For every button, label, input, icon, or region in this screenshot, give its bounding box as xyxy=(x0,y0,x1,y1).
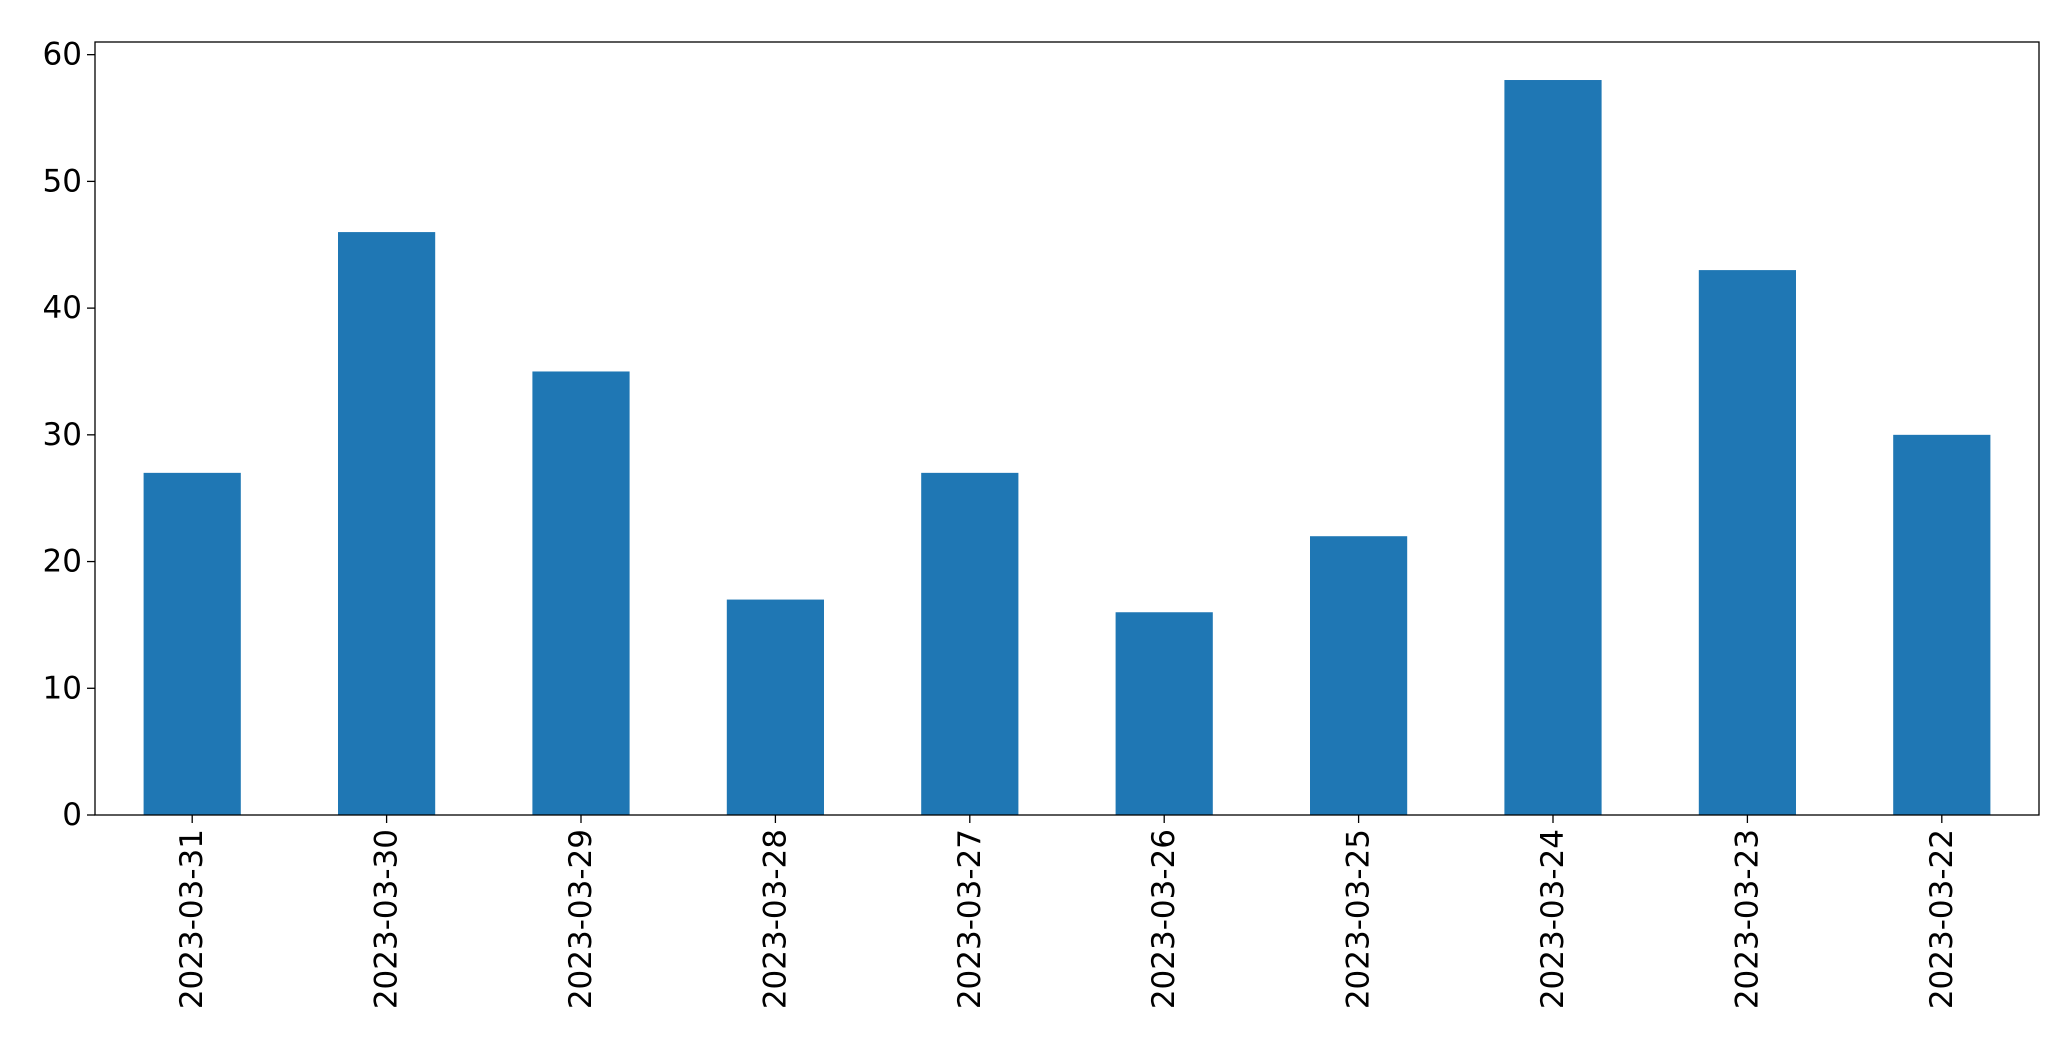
x-tick-label-2023-03-24: 2023-03-24 xyxy=(1535,829,1571,1009)
x-tick-label-2023-03-26: 2023-03-26 xyxy=(1146,829,1182,1009)
x-tick-label-2023-03-27: 2023-03-27 xyxy=(952,829,988,1009)
x-axis: 2023-03-31 2023-03-30 2023-03-29 2023-03-28… xyxy=(174,815,1960,1009)
x-tick-label-2023-03-30: 2023-03-30 xyxy=(369,829,405,1009)
y-tick-label: 0 xyxy=(62,797,82,833)
y-tick-label: 60 xyxy=(43,37,82,73)
bar-2023-03-31 xyxy=(143,472,241,815)
x-tick-label-2023-03-23: 2023-03-23 xyxy=(1729,829,1765,1009)
x-tick-label-2023-03-25: 2023-03-25 xyxy=(1341,829,1377,1009)
bars-layer xyxy=(143,80,1991,815)
bar-2023-03-26 xyxy=(1115,612,1213,815)
bar-2023-03-28 xyxy=(726,599,824,815)
plot-frame xyxy=(94,41,2040,816)
bar-2023-03-25 xyxy=(1310,536,1408,815)
bar-2023-03-29 xyxy=(532,371,630,815)
bar-2023-03-30 xyxy=(338,232,436,815)
bar-2023-03-27 xyxy=(921,472,1019,815)
y-tick-label: 40 xyxy=(43,290,82,326)
bar-2023-03-23 xyxy=(1698,270,1796,815)
x-tick-label-2023-03-29: 2023-03-29 xyxy=(563,829,599,1009)
y-tick-label: 30 xyxy=(43,417,82,453)
bar-2023-03-24 xyxy=(1504,80,1602,815)
y-tick-label: 50 xyxy=(43,163,82,199)
y-tick-label: 10 xyxy=(43,670,82,706)
x-tick-label-2023-03-22: 2023-03-22 xyxy=(1924,829,1960,1009)
x-tick-label-2023-03-31: 2023-03-31 xyxy=(174,829,210,1009)
y-tick-label: 20 xyxy=(43,544,82,580)
y-axis: 0 10 20 30 40 50 60 xyxy=(43,37,95,833)
bar-2023-03-22 xyxy=(1893,434,1991,815)
x-tick-label-2023-03-28: 2023-03-28 xyxy=(757,829,793,1009)
